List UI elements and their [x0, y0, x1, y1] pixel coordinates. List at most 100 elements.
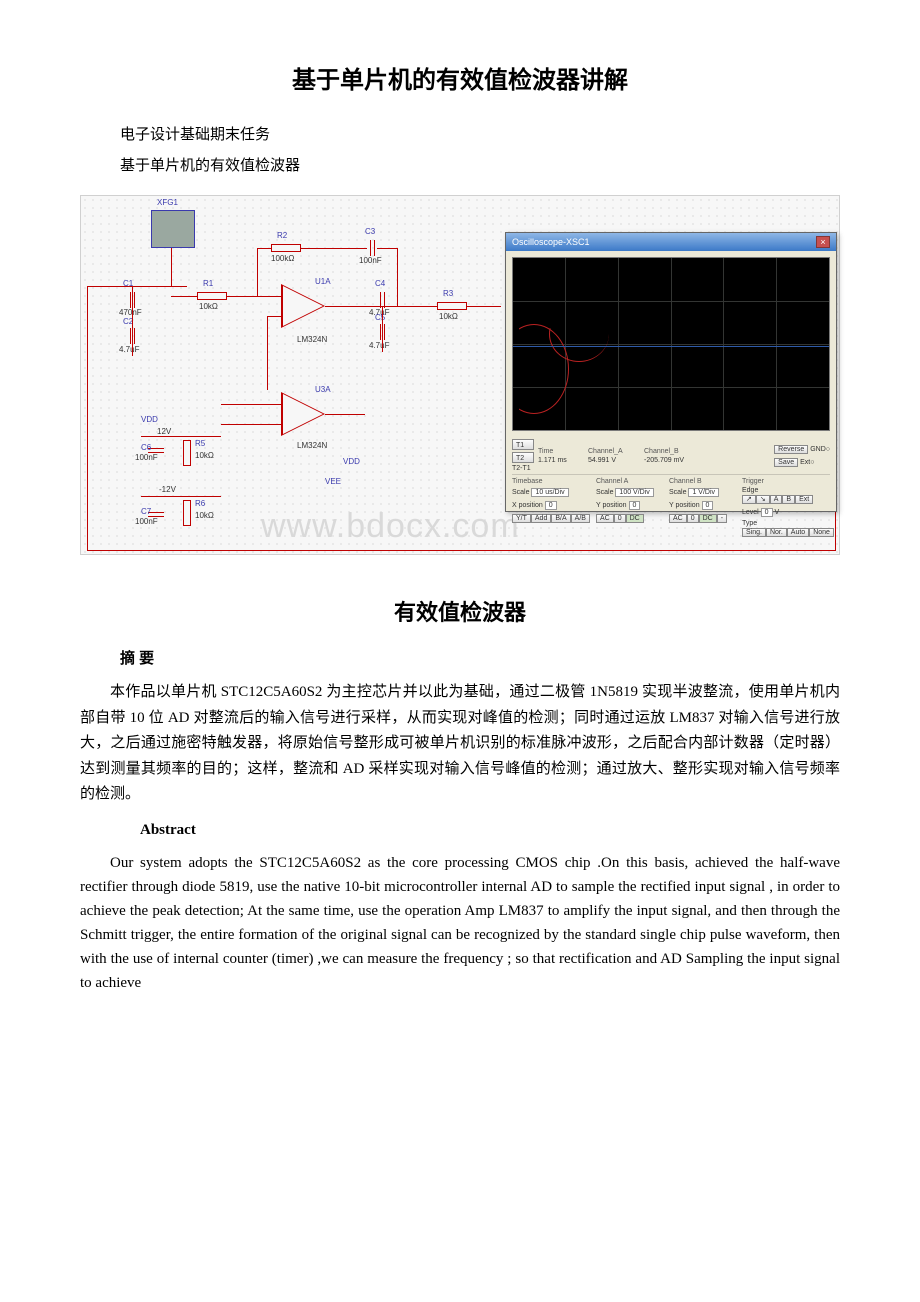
level-unit: V — [775, 509, 780, 516]
level-val[interactable]: 0 — [761, 508, 773, 517]
chb-ac[interactable]: AC — [669, 514, 687, 523]
scope-controls: T1 T2 T2-T1 Time 1.171 ms Channel_A 54.9… — [506, 437, 836, 542]
n12-label: -12V — [159, 486, 176, 495]
abstract-zh-body: 本作品以单片机 STC12C5A60S2 为主控芯片并以此为基础，通过二极管 1… — [80, 680, 840, 808]
close-icon[interactable]: × — [816, 236, 830, 248]
watermark: www.bdocx.com — [261, 507, 520, 546]
waveform-trace-2 — [549, 306, 609, 362]
cha-dc[interactable]: DC — [626, 514, 644, 523]
c4-ref: C4 — [375, 280, 385, 289]
scope-titlebar[interactable]: Oscilloscope-XSC1 × — [506, 233, 836, 251]
chb-scale-val[interactable]: 1 V/Div — [688, 488, 719, 497]
type-nor[interactable]: Nor. — [766, 528, 787, 537]
edge-ext[interactable]: Ext — [795, 495, 813, 504]
c6-val: 100nF — [135, 454, 158, 463]
chb-label: Channel B — [669, 478, 736, 485]
r1-ref: R1 — [203, 280, 213, 289]
cha-ypos-lbl: Y position — [596, 502, 627, 509]
tb-mode-yt[interactable]: Y/T — [512, 514, 531, 523]
r6-val: 10kΩ — [195, 512, 214, 521]
cha-0[interactable]: 0 — [614, 514, 626, 523]
r3-symbol — [437, 302, 467, 310]
chb-0[interactable]: 0 — [687, 514, 699, 523]
type-sing[interactable]: Sing. — [742, 528, 766, 537]
u3a-symbol — [281, 392, 325, 436]
r2-val: 100kΩ — [271, 255, 294, 264]
xfg1-label: XFG1 — [157, 199, 178, 208]
xfg1-block — [151, 210, 195, 248]
vdd2-label: VDD — [343, 458, 360, 467]
time-val: 1.171 ms — [538, 457, 584, 464]
vee-label: VEE — [325, 478, 341, 487]
cha-ac[interactable]: AC — [596, 514, 614, 523]
c3-symbol — [367, 240, 377, 256]
cha-label: Channel A — [596, 478, 663, 485]
c7-val: 100nF — [135, 518, 158, 527]
cha-scale-val[interactable]: 100 V/Div — [615, 488, 653, 497]
r6-ref: R6 — [195, 500, 205, 509]
tb-mode-ab[interactable]: A/B — [571, 514, 590, 523]
chb-minus[interactable]: - — [717, 514, 727, 523]
tb-xpos-val[interactable]: 0 — [545, 501, 557, 510]
section-title: 有效值检波器 — [80, 595, 840, 627]
schematic-figure: XFG1 C1 470nF C2 4.7uF R1 10kΩ R2 100kΩ … — [80, 195, 840, 555]
chb-hdr: Channel_B — [644, 448, 702, 455]
subtitle-2: 基于单片机的有效值检波器 — [120, 154, 840, 175]
c2-val: 4.7uF — [119, 346, 139, 355]
r2-symbol — [271, 244, 301, 252]
page-title: 基于单片机的有效值检波器讲解 — [80, 60, 840, 95]
type-none[interactable]: None — [809, 528, 834, 537]
tb-xpos-lbl: X position — [512, 502, 543, 509]
scope-screen — [512, 257, 830, 431]
u1a-symbol — [281, 284, 325, 328]
tb-scale-val[interactable]: 10 us/Div — [531, 488, 568, 497]
time-hdr: Time — [538, 448, 584, 455]
cha-val: 54.991 V — [588, 457, 640, 464]
chb-dc[interactable]: DC — [699, 514, 717, 523]
timebase-label: Timebase — [512, 478, 590, 485]
t2-btn[interactable]: T2 — [512, 452, 534, 463]
t1-btn[interactable]: T1 — [512, 439, 534, 450]
c6-ref: C6 — [141, 444, 151, 453]
tb-mode-add[interactable]: Add — [531, 514, 551, 523]
chb-scale-lbl: Scale — [669, 489, 687, 496]
abstract-en-body: Our system adopts the STC12C5A60S2 as th… — [80, 851, 840, 995]
r1-symbol — [197, 292, 227, 300]
chb-ypos-val[interactable]: 0 — [702, 501, 714, 510]
r5-symbol — [183, 440, 191, 466]
vdd-label: VDD — [141, 416, 158, 425]
cha-ypos-val[interactable]: 0 — [629, 501, 641, 510]
u3a-ref: U3A — [315, 386, 331, 395]
r2-ref: R2 — [277, 232, 287, 241]
edge-b[interactable]: B — [782, 495, 795, 504]
chb-ypos-lbl: Y position — [669, 502, 700, 509]
reverse-btn[interactable]: Reverse — [774, 445, 808, 454]
edge-lbl: Edge — [742, 487, 758, 494]
abstract-zh-heading: 摘 要 — [120, 647, 840, 668]
u1a-val: LM324N — [297, 336, 327, 345]
save-btn[interactable]: Save — [774, 458, 798, 467]
type-lbl: Type — [742, 520, 757, 527]
chb-val: -205.709 mV — [644, 457, 702, 464]
edge-a[interactable]: A — [770, 495, 783, 504]
edge-fall[interactable]: ↘ — [756, 495, 770, 504]
ext-label: Ext — [800, 459, 810, 466]
type-auto[interactable]: Auto — [787, 528, 809, 537]
c3-val: 100nF — [359, 257, 382, 266]
r3-ref: R3 — [443, 290, 453, 299]
r5-val: 10kΩ — [195, 452, 214, 461]
u1a-ref: U1A — [315, 278, 331, 287]
scope-title: Oscilloscope-XSC1 — [512, 237, 590, 247]
edge-rise[interactable]: ↗ — [742, 495, 756, 504]
gnd-label: GND — [810, 446, 826, 453]
trigger-label: Trigger — [742, 478, 830, 485]
r1-val: 10kΩ — [199, 303, 218, 312]
cha-scale-lbl: Scale — [596, 489, 614, 496]
u3a-val: LM324N — [297, 442, 327, 451]
cha-hdr: Channel_A — [588, 448, 640, 455]
r3-val: 10kΩ — [439, 313, 458, 322]
r5-ref: R5 — [195, 440, 205, 449]
tb-mode-ba[interactable]: B/A — [551, 514, 570, 523]
dt-label: T2-T1 — [512, 465, 534, 472]
tb-scale-lbl: Scale — [512, 489, 530, 496]
